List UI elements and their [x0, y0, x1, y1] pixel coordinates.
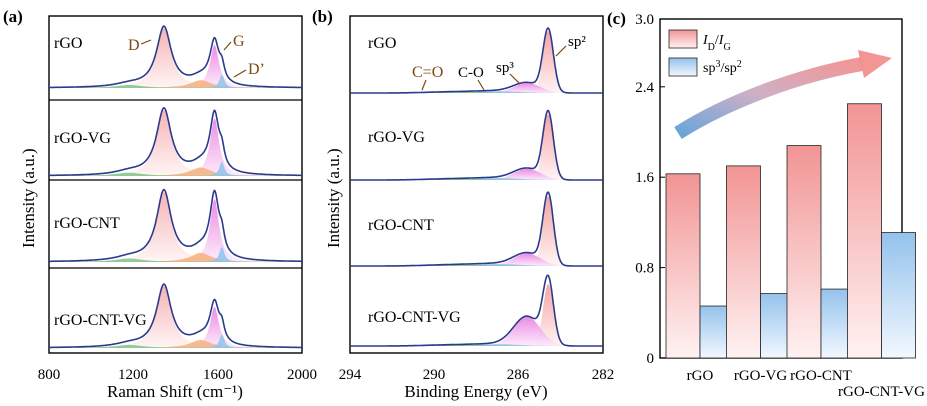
- panel-b-xtick: 282: [592, 367, 615, 383]
- panel-a-xlabel: Raman Shift (cm⁻¹): [107, 382, 243, 401]
- xps-spectrum-line: [350, 274, 603, 347]
- annotation-sp3: sp³: [496, 60, 514, 76]
- panel-b-label: (b): [312, 7, 333, 26]
- annotation-sp2: sp²: [568, 34, 586, 50]
- annotation-g-arrow: [223, 41, 232, 51]
- xps-spectrum-line: [350, 191, 603, 267]
- x-category-label: rGO: [687, 368, 714, 384]
- annotation-sp2-arrow: [555, 45, 567, 57]
- y-tick-label: 0.8: [635, 261, 654, 277]
- panel-a-sample-label: rGO-CNT-VG: [54, 312, 147, 329]
- sp3-fit: [350, 168, 603, 180]
- panel-c-label: (c): [607, 9, 626, 28]
- annotation-g: G: [233, 33, 245, 50]
- xps-spectrum-line: [350, 109, 603, 181]
- d-band-fit: [49, 192, 302, 262]
- panel-b-xtick: 290: [423, 367, 446, 383]
- panel-c: (c) 0 0.8 1.6 2.4 3.0 rGO rGO-VG rGO-CNTrGO-CNT…: [607, 9, 925, 400]
- annotation-sp3-arrow: [509, 73, 521, 85]
- c-o-fit: [350, 91, 603, 93]
- bar-sp3-sp2: [881, 232, 916, 359]
- panel-b-xlabel: Binding Energy (eV): [404, 382, 547, 401]
- trend-arrow: [674, 57, 864, 139]
- panel-b-sample-label: rGO-CNT-VG: [368, 309, 461, 326]
- xps-spectra: [350, 26, 603, 347]
- x-category-label: rGO-CNT: [790, 368, 852, 384]
- y-tick-label: 3.0: [635, 12, 654, 28]
- sp2-fit: [350, 31, 603, 93]
- d-band-fit: [49, 286, 302, 348]
- panel-a-xtick: 800: [38, 367, 61, 383]
- xps-spectrum-line: [350, 26, 603, 94]
- panel-b-sample-label: rGO: [368, 35, 396, 52]
- panel-a-sample-label: rGO: [54, 35, 82, 52]
- panel-a-sample-label: rGO-CNT: [54, 215, 120, 232]
- c-o-fit: [350, 344, 603, 346]
- annotation-c-double-o: C=O: [412, 64, 443, 81]
- annotation-d: D: [128, 37, 140, 54]
- annotation-c-single-o: C-O: [458, 65, 484, 81]
- sp2-fit: [350, 196, 603, 266]
- d3-band-fit: [49, 80, 302, 88]
- c-o-fit: [350, 263, 603, 266]
- panel-b: (b) Intensity (a.u.) Binding Energy (eV)…: [312, 7, 614, 401]
- d4-band-fit: [49, 85, 302, 88]
- legend-label: sp3/sp2: [703, 59, 742, 77]
- panel-a-frame: [48, 15, 303, 354]
- d4-band-fit: [49, 344, 302, 348]
- panel-a-ylabel: Intensity (a.u.): [19, 148, 38, 248]
- bar-id-ig: [786, 145, 822, 359]
- panel-a: (a) Intensity (a.u.) Raman Shift (cm⁻¹) …: [3, 7, 317, 401]
- annotation-d-arrow: [140, 39, 152, 45]
- legend-swatch: [668, 29, 698, 49]
- bar-id-ig: [847, 103, 882, 359]
- y-tick-label: 2.4: [635, 80, 654, 96]
- panel-a-sample-label: rGO-VG: [54, 130, 111, 147]
- raman-spectrum-line: [49, 188, 302, 263]
- panel-a-xtick: 1600: [203, 367, 233, 383]
- panel-b-frame: [349, 15, 604, 354]
- bar-id-ig: [726, 165, 761, 359]
- panel-a-xtick: 1200: [118, 367, 148, 383]
- d4-band-fit: [49, 172, 302, 176]
- annotation-dprime-arrow: [233, 69, 247, 78]
- annotation-c-single-o-arrow: [477, 79, 485, 91]
- y-tick-label: 0: [647, 351, 655, 367]
- raman-spectrum-line: [49, 283, 302, 349]
- d-band-fit: [49, 28, 302, 88]
- sp3-fit: [350, 316, 603, 346]
- raman-spectrum-line: [49, 106, 302, 177]
- trend-arrow-head: [858, 50, 892, 78]
- sp3-fit: [350, 83, 603, 93]
- panel-a-xtick: 2000: [287, 367, 317, 383]
- raman-spectra: [49, 25, 302, 349]
- sp3-fit: [350, 253, 603, 266]
- y-tick-label: 1.6: [635, 170, 654, 186]
- panel-a-label: (a): [3, 7, 23, 26]
- d4-band-fit: [49, 258, 302, 262]
- bar-id-ig: [665, 173, 701, 359]
- sp2-fit: [350, 114, 603, 180]
- d-band-fit: [49, 110, 302, 176]
- x-category-label: rGO-CNT-VG: [838, 384, 925, 400]
- panel-b-ylabel: Intensity (a.u.): [324, 148, 343, 248]
- panel-b-sample-label: rGO-VG: [368, 129, 425, 146]
- legend-label: ID/IG: [702, 33, 731, 53]
- legend-swatch: [668, 57, 698, 77]
- panel-b-sample-label: rGO-CNT: [368, 217, 434, 234]
- panel-b-xtick: 286: [507, 367, 530, 383]
- panel-b-xtick: 294: [339, 367, 362, 383]
- x-category-label: rGO-VG: [734, 368, 787, 384]
- annotation-c-double-o-arrow: [421, 79, 427, 91]
- raman-spectrum-line: [49, 25, 302, 89]
- annotation-dprime: D’: [248, 61, 265, 78]
